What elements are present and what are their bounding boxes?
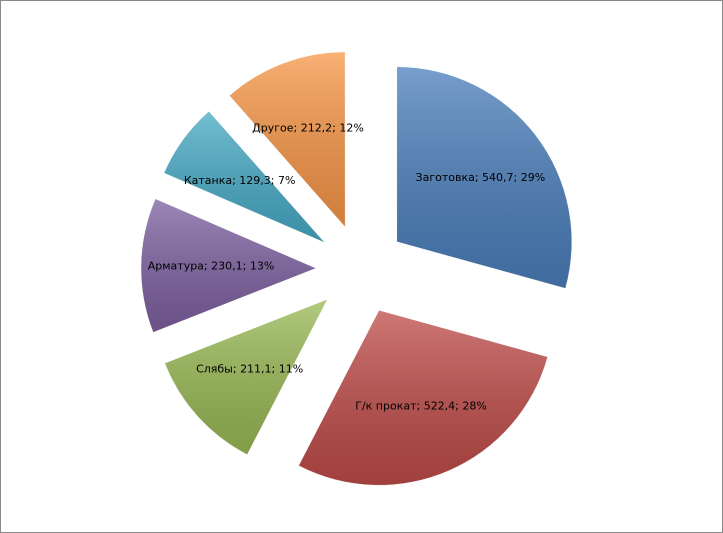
slice-shade xyxy=(163,111,325,243)
slice-shade xyxy=(229,51,346,227)
data-label: Заготовка; 540,7; 29% xyxy=(416,171,546,184)
data-label: Арматура; 230,1; 13% xyxy=(148,259,275,272)
slice-shade xyxy=(141,198,317,333)
data-label: Катанка; 129,3; 7% xyxy=(184,174,296,187)
data-label: Слябы; 211,1; 11% xyxy=(196,363,303,376)
data-label: Г/к прокат; 522,4; 28% xyxy=(355,399,487,412)
slice-shade xyxy=(164,299,328,455)
slice-shade xyxy=(298,310,548,486)
slice-shade xyxy=(396,66,572,289)
data-label: Другое; 212,2; 12% xyxy=(252,122,364,135)
